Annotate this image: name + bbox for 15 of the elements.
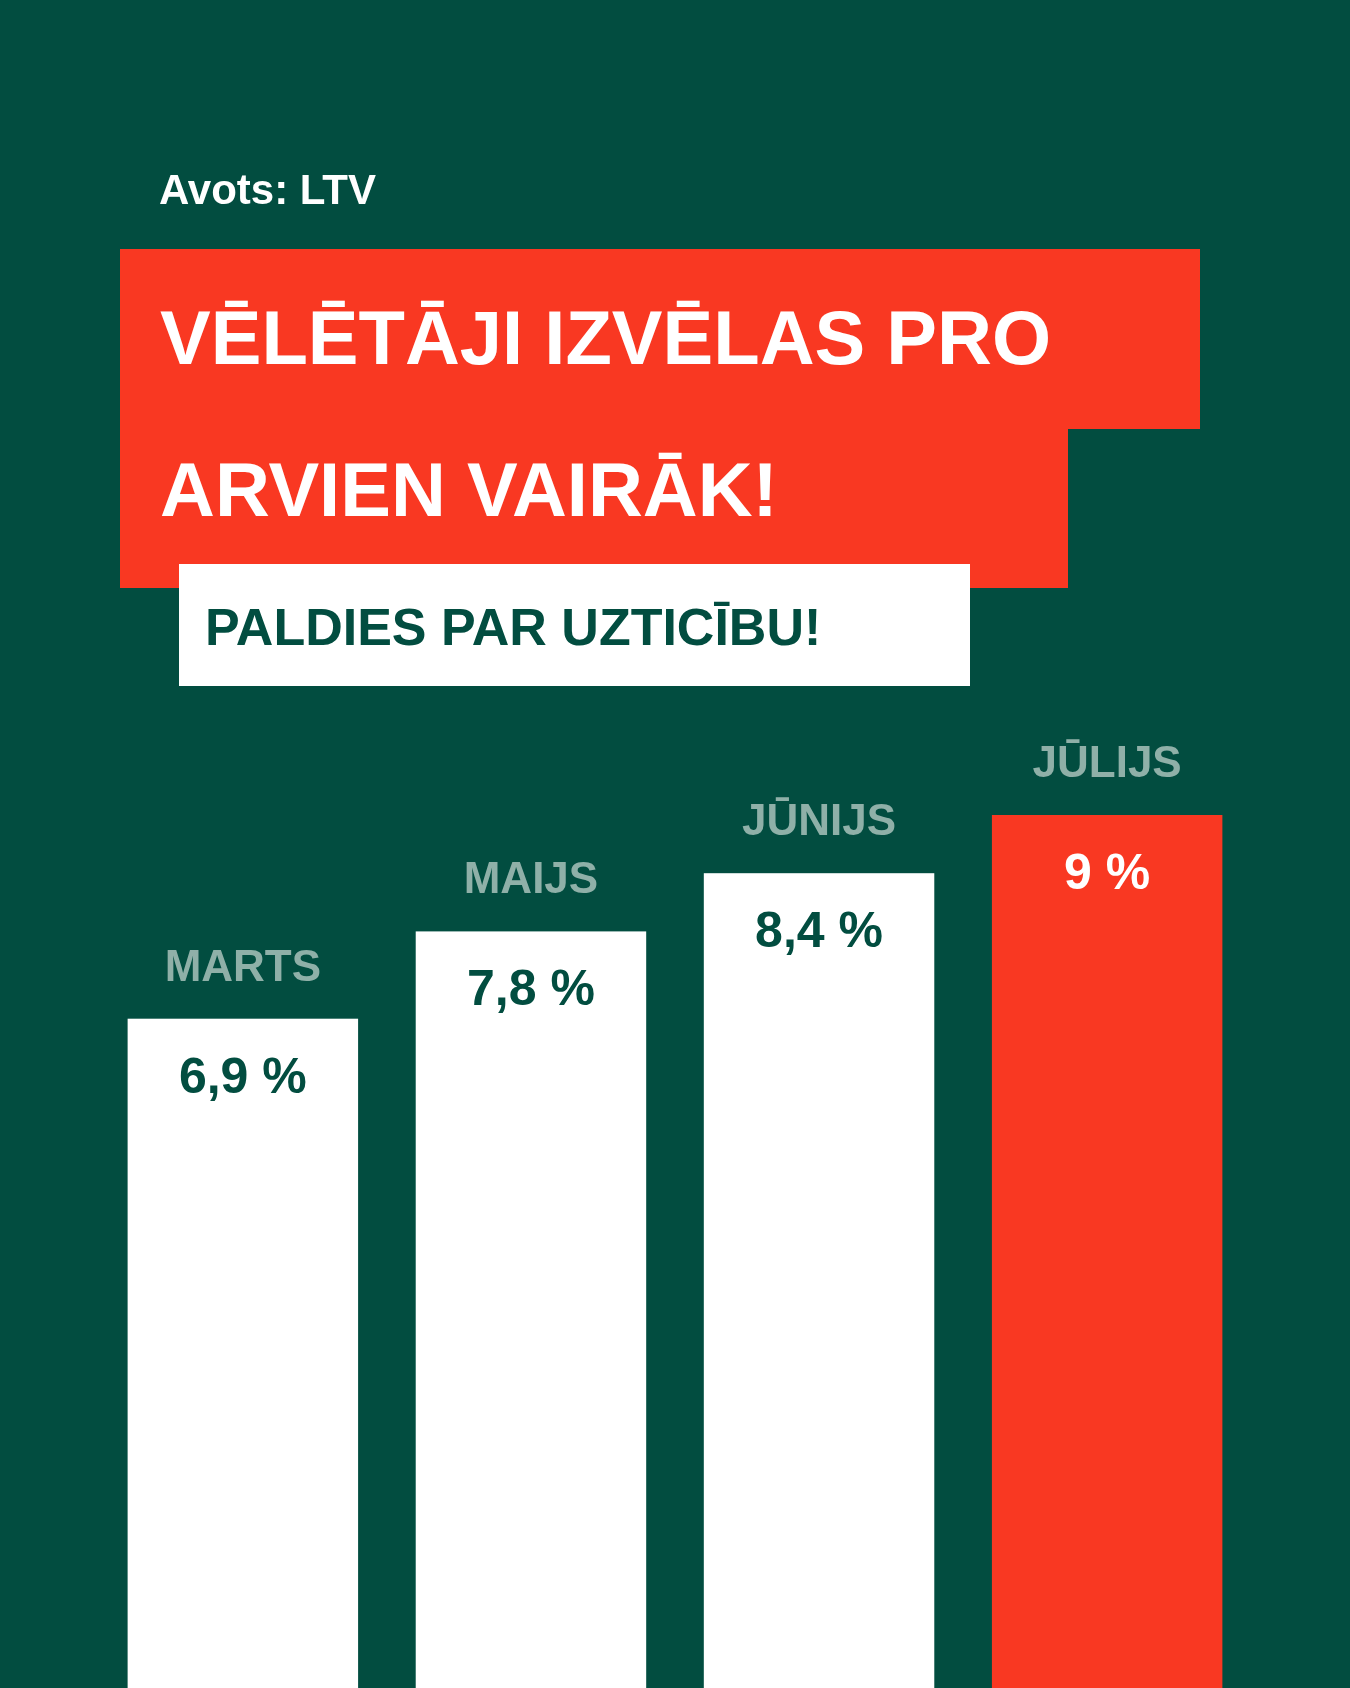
chart-title: VĒLĒTĀJI IZVĒLAS PRO ARVIEN VAIRĀK! [160, 295, 1052, 532]
chart-subtitle: PALDIES PAR UZTICĪBU! [205, 598, 822, 656]
data-label: 9 % [1064, 844, 1151, 900]
bar [991, 815, 1223, 1688]
bar [415, 931, 647, 1688]
x-tick-label: MARTS [164, 940, 322, 990]
bar [127, 1018, 359, 1688]
bar [703, 873, 935, 1688]
data-label: 7,8 % [467, 960, 595, 1017]
x-tick-label: JŪNIJS [742, 795, 897, 845]
x-tick-label: JŪLIJS [1032, 737, 1182, 786]
data-label: 8,4 % [755, 902, 883, 959]
x-tick-label: MAIJS [463, 853, 599, 903]
data-label: 6,9 % [178, 1047, 307, 1104]
text: Avots: LTV [159, 166, 376, 213]
